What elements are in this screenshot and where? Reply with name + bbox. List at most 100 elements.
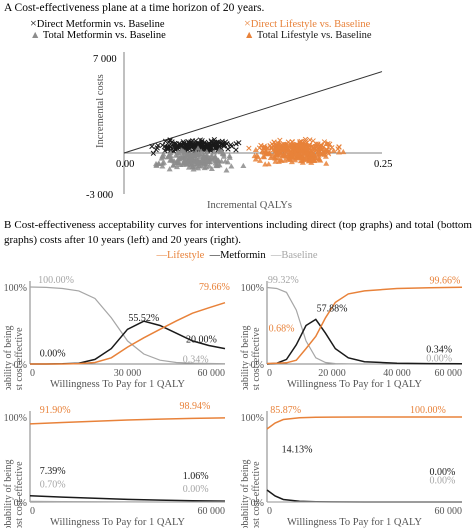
scatter-point (323, 160, 330, 166)
scatter-point (162, 138, 169, 144)
y-tick-label: 100% (241, 413, 264, 424)
scatter-point (181, 149, 188, 155)
scatter-point (311, 145, 318, 152)
data-label: 0.00% (40, 348, 66, 359)
data-label: 100.00% (38, 275, 74, 286)
scatter-point (212, 153, 219, 160)
y-tick-label: 100% (4, 283, 27, 294)
scatter-point (158, 155, 165, 161)
y-axis-label: Probability of being (3, 460, 14, 528)
series-line-baseline (29, 500, 225, 503)
y-tick-label: 0% (14, 360, 27, 371)
series-line-lifestyle (30, 301, 226, 365)
scatter-point (322, 153, 329, 159)
series-line-metformin (29, 494, 226, 502)
scatter-point (320, 145, 327, 152)
scatter-point (263, 145, 270, 151)
scatter-point (240, 162, 247, 169)
y-tick-label: 100% (241, 283, 264, 294)
ceac-total-20-years: 100% 0%0 60 000 Willingness To Pay for 1 QA… (240, 405, 462, 528)
series-line-lifestyle (266, 286, 463, 365)
scatter-point (160, 151, 167, 157)
data-label: 99.66% (430, 275, 461, 286)
y-axis-label: Probability of being (240, 326, 251, 391)
scatter-point (268, 145, 274, 151)
y-axis-label: Incremental costs (95, 74, 106, 148)
y-tick-top: 7 000 (93, 54, 117, 65)
scatter-point (221, 143, 227, 149)
x-tick-label: 0 (30, 368, 35, 379)
y-axis-label: most cost-effective (251, 461, 262, 528)
legend-total-metformin: ▲ Total Metformin vs. Baseline (30, 30, 166, 41)
scatter-point (195, 150, 202, 156)
x-axis-label: Willingness To Pay for 1 QALY (287, 379, 422, 390)
x-tick-label: 0 (267, 506, 272, 517)
scatter-point (252, 146, 259, 153)
x-tick-label: 60 000 (198, 506, 226, 517)
x-tick-label: 40 000 (383, 368, 411, 379)
scatter-point (216, 147, 223, 153)
scatter-point (167, 149, 174, 156)
y-tick-label: 100% (4, 413, 27, 424)
scatter-point (253, 152, 260, 158)
scatter-point (340, 148, 347, 155)
series-line-lifestyle (266, 416, 462, 430)
scatter-point (223, 167, 230, 173)
scatter-point (211, 149, 218, 155)
scatter-point (299, 154, 306, 160)
scatter-point (233, 147, 239, 153)
scatter-point (295, 152, 302, 158)
legend-lifestyle: —Lifestyle (156, 250, 205, 261)
x-marker-icon: × (30, 16, 37, 30)
scatter-point (160, 159, 167, 165)
scatter-point (170, 161, 177, 167)
scatter-point (224, 159, 231, 165)
data-label: 1.06% (183, 471, 209, 482)
data-label: 99.32% (268, 275, 299, 286)
scatter-point (291, 145, 298, 151)
scatter-point (164, 144, 171, 151)
scatter-point (173, 163, 180, 170)
scatter-point (184, 144, 191, 151)
legend-baseline: —Baseline (270, 250, 318, 261)
scatter-point (173, 141, 179, 147)
data-label: 98.94% (180, 401, 211, 412)
scatter-point (174, 149, 181, 155)
scatter-point (201, 161, 208, 167)
scatter-point (289, 151, 296, 157)
ceac-total-10-years: 100% 0%0 60 000 Willingness To Pay for 1 QA… (3, 401, 226, 528)
data-label: 0.00% (430, 467, 456, 478)
scatter-point (277, 137, 283, 143)
data-label: 0.68% (269, 324, 295, 335)
scatter-point (330, 147, 337, 153)
scatter-point (283, 149, 290, 155)
y-axis-label: Probability of being (240, 460, 251, 528)
scatter-point (265, 161, 272, 167)
x-tick-label: 0 (30, 506, 35, 517)
y-tick-label: 0% (14, 498, 27, 509)
data-label: 79.66% (199, 282, 230, 293)
data-label: 0.00% (430, 475, 456, 486)
scatter-point (298, 139, 305, 145)
scatter-point (188, 156, 195, 162)
scatter-point (203, 148, 210, 154)
scatter-point (192, 164, 199, 170)
data-label: 0.00% (426, 354, 452, 365)
scatter-point (166, 166, 173, 172)
scatter-point (282, 141, 289, 147)
scatter-point (208, 139, 215, 145)
scatter-point (310, 138, 316, 144)
scatter-point (259, 148, 266, 155)
scatter-point (206, 163, 213, 169)
scatter-point (215, 139, 221, 145)
scatter-point (175, 156, 182, 162)
scatter-point (271, 153, 278, 159)
scatter-point (323, 140, 330, 147)
series-line-baseline (266, 286, 462, 365)
y-axis-label: most cost-effective (251, 327, 262, 390)
scatter-point (309, 156, 316, 162)
scatter-point (215, 157, 222, 163)
scatter-point (206, 145, 212, 151)
cost-effectiveness-plane: 7 000 -3 000 0.00 0.25 Incremental costs… (86, 52, 392, 211)
y-tick-label: 0% (251, 498, 264, 509)
